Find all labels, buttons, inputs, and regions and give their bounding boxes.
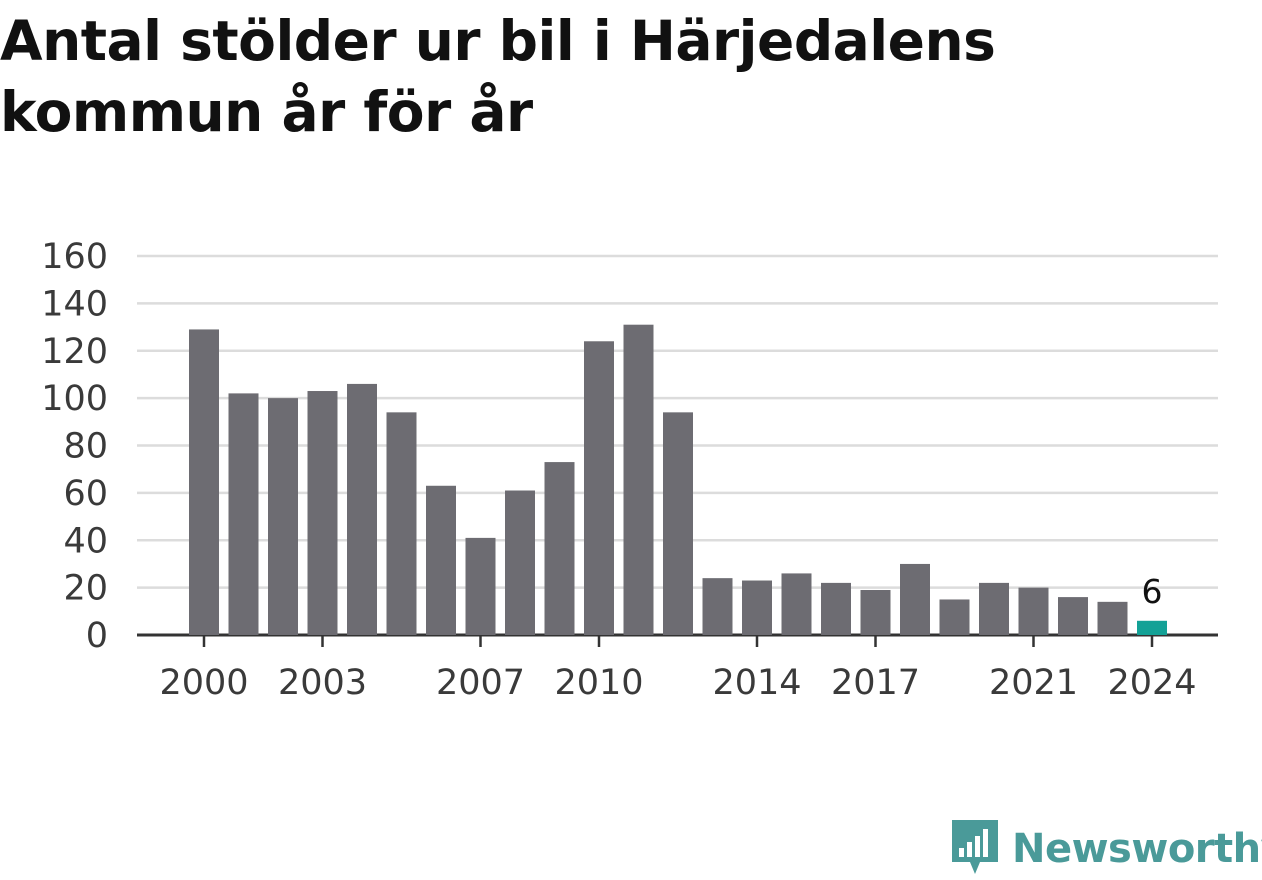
bar-2000 [189, 329, 219, 635]
bar-2015 [781, 573, 812, 635]
bar-2024 [1137, 620, 1167, 635]
x-tick-label: 2003 [278, 663, 367, 703]
y-tick-label: 160 [41, 237, 108, 277]
y-tick-label: 60 [63, 474, 108, 514]
bar-2005 [386, 412, 417, 635]
bar-2010 [584, 341, 614, 635]
bar-2012 [663, 412, 693, 635]
newsworthy-wordmark: Newsworthy [1012, 826, 1262, 872]
bar-2004 [347, 383, 377, 635]
x-tick-label: 2024 [1107, 663, 1196, 703]
bar-2020 [979, 582, 1009, 635]
x-tick-label: 2021 [989, 663, 1078, 703]
bars [189, 324, 1167, 635]
x-tick-label: 2010 [554, 663, 643, 703]
y-tick-label: 120 [41, 332, 108, 372]
bar-2002 [268, 398, 298, 635]
bar-2017 [860, 589, 891, 635]
y-axis-ticks: 0 20 40 60 80 100 120 140 160 [41, 237, 108, 656]
x-tick-label: 2014 [712, 663, 801, 703]
y-tick-label: 40 [63, 521, 108, 561]
bar-2018 [900, 563, 930, 635]
y-tick-label: 0 [86, 616, 108, 656]
bar-2011 [623, 324, 654, 635]
bar-2009 [544, 462, 575, 635]
bar-2013 [702, 578, 733, 635]
bar-2003 [307, 391, 338, 635]
bar-2019 [939, 599, 970, 635]
x-axis-ticks: 2000 2003 2007 2010 2014 2017 2021 2024 [159, 635, 1197, 703]
data-label-2024: 6 [1142, 572, 1163, 611]
data-labels: 6 [1142, 572, 1163, 611]
bar-2007 [465, 537, 496, 635]
y-tick-label: 100 [41, 379, 108, 419]
bar-2023 [1097, 601, 1128, 635]
bar-2021 [1018, 587, 1049, 635]
x-tick-label: 2007 [436, 663, 525, 703]
bar-2008 [505, 490, 535, 635]
x-tick-label: 2017 [831, 663, 920, 703]
y-tick-label: 140 [41, 284, 108, 324]
y-tick-label: 20 [63, 569, 108, 609]
newsworthy-logo: Newsworthy [950, 818, 1262, 880]
bar-2016 [821, 582, 851, 635]
bar-2006 [426, 485, 456, 635]
newsworthy-icon [952, 820, 998, 874]
y-tick-label: 80 [63, 427, 108, 467]
bar-2014 [742, 580, 772, 635]
chart-title: Antal stölder ur bil i Härjedalens kommu… [0, 9, 996, 144]
bar-2022 [1058, 597, 1088, 635]
x-tick-label: 2000 [159, 663, 248, 703]
bar-2001 [228, 393, 259, 635]
